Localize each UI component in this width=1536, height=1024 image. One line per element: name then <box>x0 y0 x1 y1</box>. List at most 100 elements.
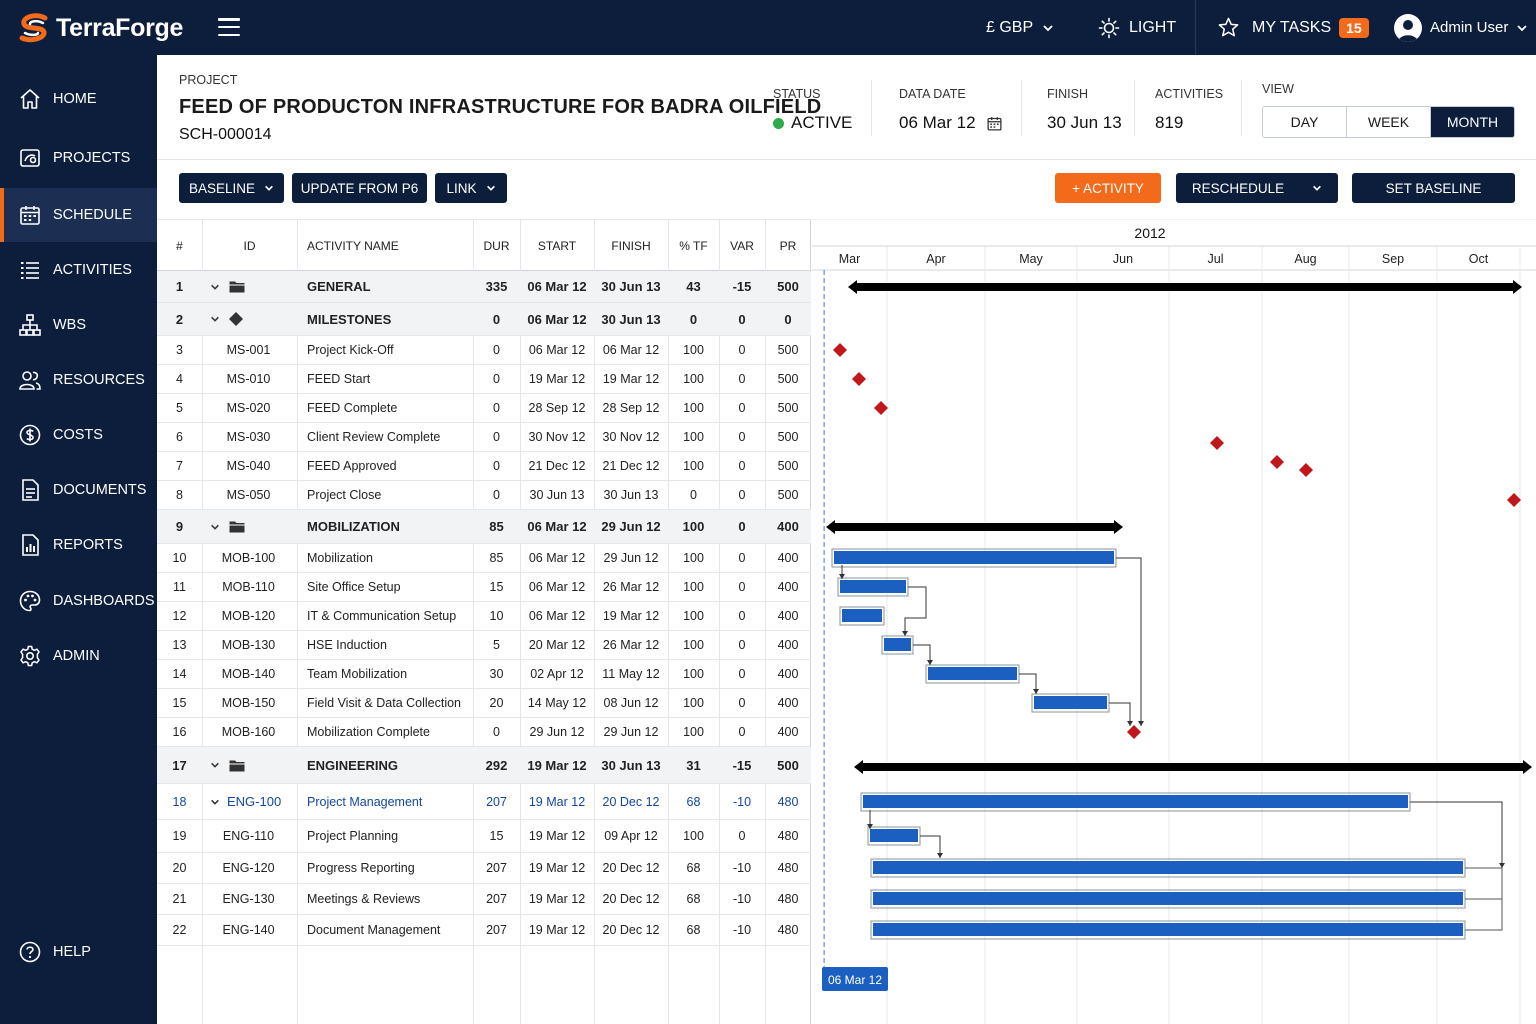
table-row[interactable]: 3 MS-001 Project Kick-Off 0 06 Mar 12 06 Mar … <box>157 336 811 365</box>
th-start[interactable]: START <box>537 239 577 253</box>
cell-name[interactable]: Site Office Setup <box>307 580 401 594</box>
task-bar-eng-140[interactable] <box>873 923 1463 936</box>
cell-name[interactable]: Project Close <box>307 488 382 502</box>
th-activity-name[interactable]: ACTIVITY NAME <box>307 239 399 253</box>
milestone-marker[interactable] <box>833 343 847 357</box>
cell-name[interactable]: HSE Induction <box>307 638 387 652</box>
milestone-marker[interactable] <box>1210 436 1224 450</box>
cell-name[interactable]: Mobilization Complete <box>307 725 430 739</box>
task-bar-mob-120[interactable] <box>842 609 882 622</box>
task-bar-eng-100[interactable] <box>863 795 1408 808</box>
sidebar-item-activities[interactable]: ACTIVITIES <box>0 243 157 297</box>
expand-chevron-icon[interactable] <box>210 282 220 292</box>
logo[interactable]: TerraForge <box>18 12 183 44</box>
view-week-button[interactable]: WEEK <box>1347 107 1431 137</box>
task-bar-mob-130[interactable] <box>884 638 911 651</box>
cell-name[interactable]: Project Management <box>307 794 423 809</box>
task-bar-mob-140[interactable] <box>928 667 1017 680</box>
table-row[interactable]: 5 MS-020 FEED Complete 0 28 Sep 12 28 Sep 12 1… <box>157 394 811 423</box>
expand-chevron-icon[interactable] <box>210 760 220 770</box>
cell-name[interactable]: Client Review Complete <box>307 430 441 444</box>
table-row[interactable]: 20 ENG-120 Progress Reporting 207 19 Mar 12 2… <box>157 853 811 884</box>
cell-name[interactable]: Project Planning <box>307 829 399 843</box>
summary-bar-general[interactable] <box>854 283 1516 291</box>
cell-name[interactable]: Mobilization <box>307 551 374 565</box>
view-day-button[interactable]: DAY <box>1263 107 1347 137</box>
sidebar-item-schedule[interactable]: SCHEDULE <box>0 188 157 242</box>
cell-name[interactable]: Meetings & Reviews <box>307 892 421 906</box>
th-priority[interactable]: PR <box>779 239 797 253</box>
calendar-icon[interactable] <box>986 115 1003 132</box>
table-row[interactable]: 8 MS-050 Project Close 0 30 Jun 13 30 Jun 13 0… <box>157 481 811 510</box>
task-bar-mob-110[interactable] <box>840 580 906 593</box>
table-row[interactable]: 7 MS-040 FEED Approved 0 21 Dec 12 21 Dec 12 1… <box>157 452 811 481</box>
update-from-p6-button[interactable]: UPDATE FROM P6 <box>292 173 427 203</box>
sidebar-item-help[interactable]: HELP <box>0 925 157 979</box>
summary-bar-mobilization[interactable] <box>832 523 1117 531</box>
expand-chevron-icon[interactable] <box>210 522 220 532</box>
milestone-marker[interactable] <box>1507 493 1521 507</box>
cell-name[interactable]: MILESTONES <box>307 311 392 327</box>
milestone-marker[interactable] <box>874 401 888 415</box>
th-variance[interactable]: VAR <box>730 239 754 253</box>
cell-name[interactable]: Field Visit & Data Collection <box>307 696 462 710</box>
table-row[interactable]: 14 MOB-140 Team Mobilization 30 02 Apr 12 11 … <box>157 660 811 689</box>
sidebar-item-projects[interactable]: PROJECTS <box>0 131 157 185</box>
th-duration[interactable]: DUR <box>483 239 510 253</box>
group-row[interactable]: 17 ENGINEERING 292 19 Mar 12 30 Jun 13 31 -15 5… <box>157 747 811 784</box>
table-row[interactable]: 4 MS-010 FEED Start 0 19 Mar 12 19 Mar 12 100 0… <box>157 365 811 394</box>
table-row[interactable]: 10 MOB-100 Mobilization 85 06 Mar 12 29 Jun 1… <box>157 544 811 573</box>
sidebar-item-resources[interactable]: RESOURCES <box>0 353 157 407</box>
cell-name[interactable]: Team Mobilization <box>307 667 408 681</box>
menu-toggle-icon[interactable] <box>218 18 240 36</box>
summary-bar-engineering[interactable] <box>860 763 1526 771</box>
cell-name[interactable]: FEED Complete <box>307 401 398 415</box>
set-baseline-button[interactable]: SET BASELINE <box>1352 173 1515 203</box>
cell-name[interactable]: Document Management <box>307 923 441 937</box>
reschedule-dropdown[interactable]: RESCHEDULE <box>1176 173 1338 203</box>
theme-toggle[interactable]: LIGHT <box>1098 0 1176 55</box>
expand-chevron-icon[interactable] <box>210 314 220 324</box>
data-date-field[interactable]: 06 Mar 12 <box>899 113 1003 133</box>
sidebar-item-costs[interactable]: COSTS <box>0 408 157 462</box>
group-row[interactable]: 2 MILESTONES 0 06 Mar 12 30 Jun 13 0 0 0 <box>157 303 811 336</box>
sidebar-item-documents[interactable]: DOCUMENTS <box>0 463 157 517</box>
cell-name[interactable]: IT & Communication Setup <box>307 609 457 623</box>
cell-name[interactable]: ENGINEERING <box>307 757 399 773</box>
task-bar-mob-150[interactable] <box>1034 696 1107 709</box>
cell-name[interactable]: FEED Approved <box>307 459 397 473</box>
currency-selector[interactable]: £ GBP <box>986 0 1054 55</box>
table-row[interactable]: 19 ENG-110 Project Planning 15 19 Mar 12 09 A… <box>157 820 811 853</box>
milestone-marker[interactable] <box>1299 463 1313 477</box>
milestone-marker[interactable] <box>1127 725 1141 739</box>
sidebar-item-reports[interactable]: REPORTS <box>0 518 157 572</box>
expand-chevron-icon[interactable] <box>210 797 220 807</box>
table-row[interactable]: 12 MOB-120 IT & Communication Setup 10 06 Ma… <box>157 602 811 631</box>
group-row[interactable]: 9 MOBILIZATION 85 06 Mar 12 29 Jun 12 100 0 400 <box>157 510 811 544</box>
table-row[interactable]: 11 MOB-110 Site Office Setup 15 06 Mar 12 26 … <box>157 573 811 602</box>
th-number[interactable]: # <box>176 239 183 253</box>
table-row[interactable]: 18 ENG-100 Project Management 207 19 Mar 12 2… <box>157 784 811 820</box>
table-row[interactable]: 15 MOB-150 Field Visit & Data Collection 20… <box>157 689 811 718</box>
th-finish[interactable]: FINISH <box>611 239 651 253</box>
group-row[interactable]: 1 GENERAL 335 06 Mar 12 30 Jun 13 43 -15 500 <box>157 271 811 303</box>
task-bar-eng-120[interactable] <box>873 861 1463 874</box>
task-bar-eng-130[interactable] <box>873 892 1463 905</box>
milestone-marker[interactable] <box>1270 455 1284 469</box>
view-month-button[interactable]: MONTH <box>1431 107 1514 137</box>
my-tasks-button[interactable]: MY TASKS 15 <box>1217 0 1369 55</box>
table-row[interactable]: 6 MS-030 Client Review Complete 0 30 Nov 12 3… <box>157 423 811 452</box>
th-id[interactable]: ID <box>243 239 256 253</box>
sidebar-item-wbs[interactable]: WBS <box>0 298 157 352</box>
cell-name[interactable]: Project Kick-Off <box>307 343 394 357</box>
cell-name[interactable]: FEED Start <box>307 372 371 386</box>
milestone-marker[interactable] <box>852 372 866 386</box>
task-bar-eng-110[interactable] <box>870 829 918 842</box>
cell-name[interactable]: GENERAL <box>307 279 371 294</box>
table-row[interactable]: 22 ENG-140 Document Management 207 19 Mar 12… <box>157 915 811 946</box>
cell-name[interactable]: Progress Reporting <box>307 861 415 875</box>
sidebar-item-dashboards[interactable]: DASHBOARDS <box>0 574 157 628</box>
table-row[interactable]: 16 MOB-160 Mobilization Complete 0 29 Jun 12… <box>157 718 811 747</box>
add-activity-button[interactable]: + ACTIVITY <box>1055 173 1161 203</box>
table-row[interactable]: 13 MOB-130 HSE Induction 5 20 Mar 12 26 Mar 1… <box>157 631 811 660</box>
